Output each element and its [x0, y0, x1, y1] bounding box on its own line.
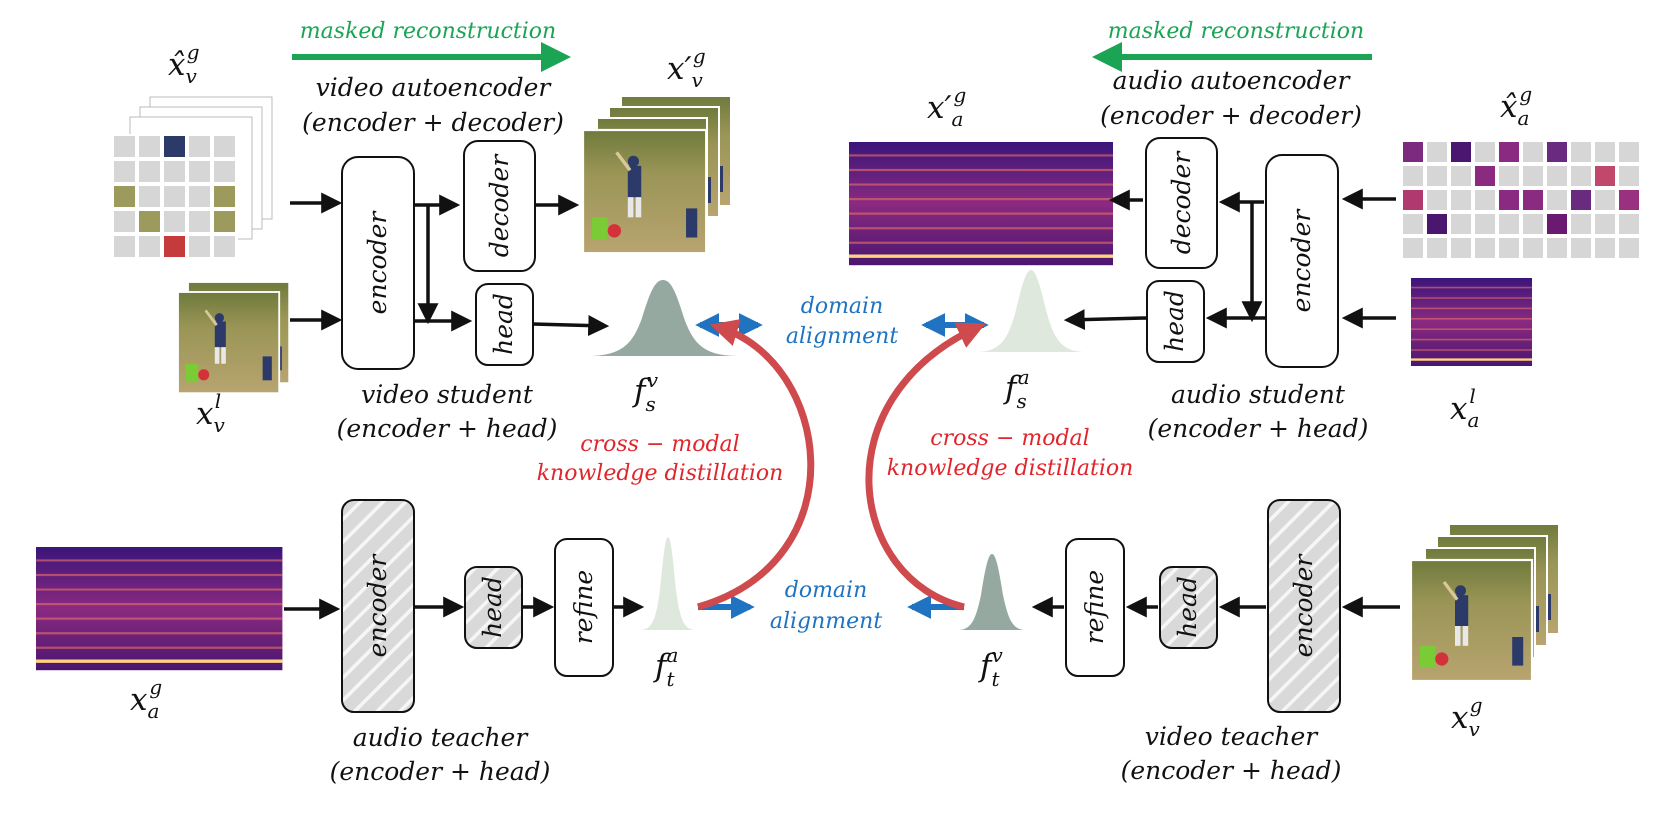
math-x-v-l: xvl — [196, 389, 225, 437]
svg-text:encoder: encoder — [1287, 208, 1316, 313]
svg-text:decoder: decoder — [485, 153, 514, 258]
distillation-arc-left — [697, 319, 815, 611]
math-f-t-v: ftv — [978, 643, 1004, 691]
video-student-sublabel: (encoder + head) — [337, 414, 558, 443]
audio-student-head: head — [1146, 280, 1205, 363]
local-spectrogram — [1409, 276, 1534, 368]
svg-text:xag: xag — [130, 675, 162, 723]
audio-teacher-refine: refine — [554, 538, 614, 677]
svg-text:refine: refine — [569, 570, 598, 644]
audio-teacher-label: audio teacher — [353, 723, 530, 752]
svg-text:head: head — [489, 293, 518, 355]
masked-video-frames — [112, 96, 273, 260]
gaussian-f-t-a — [640, 537, 696, 630]
gaussian-f-s-v — [586, 280, 740, 356]
video-teacher-encoder: encoder — [1267, 499, 1341, 713]
alignment-and-distillation: domain alignment domain alignment cross … — [537, 294, 1134, 634]
video-student-branch: masked reconstruction video autoencoder … — [112, 19, 740, 443]
global-spectrogram — [34, 545, 285, 672]
cross-modal-right-line1: cross − modal — [930, 426, 1089, 451]
audio-teacher-encoder: encoder — [341, 499, 415, 713]
svg-text:head: head — [478, 576, 507, 638]
svg-text:encoder: encoder — [363, 553, 392, 658]
math-x-hat-a-g: x̂ag — [1500, 82, 1532, 130]
audio-student-branch: masked reconstruction audio autoencoder … — [847, 19, 1639, 443]
svg-text:x̂ag: x̂ag — [1500, 82, 1532, 130]
math-x-prime-v-g: x′vg — [667, 44, 706, 92]
math-f-s-v: fsv — [632, 368, 659, 416]
math-x-a-l: xal — [1450, 384, 1479, 432]
svg-text:encoder: encoder — [363, 210, 392, 315]
gaussian-f-t-v — [958, 554, 1026, 630]
video-teacher-branch: ftv refine head encoder xvg video teache… — [958, 499, 1561, 785]
video-student-head: head — [475, 283, 534, 366]
svg-text:fsv: fsv — [632, 368, 659, 416]
reconstructed-video-frames — [581, 94, 733, 255]
svg-text:head: head — [1173, 576, 1202, 638]
cross-modal-left-line2: knowledge distillation — [537, 461, 784, 486]
math-x-v-g-bottom: xvg — [1451, 693, 1483, 741]
audio-teacher-head: head — [464, 566, 523, 649]
svg-text:refine: refine — [1080, 570, 1109, 644]
masked-spectrogram — [1403, 142, 1639, 258]
svg-text:x̂vg: x̂vg — [168, 40, 200, 88]
audio-student-encoder: encoder — [1265, 154, 1339, 368]
math-x-a-g-bottom: xag — [130, 675, 162, 723]
svg-text:ftv: ftv — [978, 643, 1004, 691]
svg-text:x′ag: x′ag — [927, 83, 966, 131]
svg-text:xvg: xvg — [1451, 693, 1483, 741]
audio-teacher-branch: xag encoder head refine fta audio teache… — [34, 499, 696, 786]
local-video-frame — [176, 280, 291, 395]
masked-reconstruction-label-video: masked reconstruction — [300, 19, 556, 44]
video-student-encoder: encoder — [341, 156, 415, 370]
cross-modal-left-line1: cross − modal — [580, 432, 739, 457]
audio-decoder: decoder — [1145, 137, 1218, 269]
audio-student-label: audio student — [1171, 380, 1346, 409]
audio-autoencoder-label: audio autoencoder — [1113, 66, 1352, 95]
video-teacher-label: video teacher — [1145, 722, 1320, 751]
reconstructed-spectrogram — [847, 140, 1115, 268]
domain-alignment-bottom-line1: domain — [785, 578, 868, 603]
video-teacher-sublabel: (encoder + head) — [1121, 756, 1342, 785]
math-x-hat-v-g: x̂vg — [168, 40, 200, 88]
svg-text:encoder: encoder — [1289, 553, 1318, 658]
distillation-arc-right — [865, 322, 986, 611]
svg-text:xal: xal — [1450, 384, 1479, 432]
video-autoencoder-label: video autoencoder — [316, 73, 553, 102]
svg-text:x′vg: x′vg — [667, 44, 706, 92]
domain-alignment-top-line2: alignment — [786, 324, 898, 349]
svg-text:head: head — [1160, 290, 1189, 352]
math-x-prime-a-g: x′ag — [927, 83, 966, 131]
video-teacher-refine: refine — [1065, 538, 1125, 677]
masked-reconstruction-label-audio: masked reconstruction — [1108, 19, 1364, 44]
domain-alignment-bottom-line2: alignment — [770, 609, 882, 634]
math-f-t-a: fta — [653, 643, 678, 691]
global-video-frames — [1409, 522, 1561, 683]
gaussian-f-s-a — [976, 270, 1086, 352]
svg-text:fta: fta — [653, 643, 678, 691]
audio-teacher-sublabel: (encoder + head) — [330, 757, 551, 786]
cross-modal-right-line2: knowledge distillation — [887, 456, 1134, 481]
video-student-label: video student — [361, 380, 534, 409]
video-teacher-head: head — [1159, 566, 1218, 649]
svg-text:xvl: xvl — [196, 389, 225, 437]
domain-alignment-top-line1: domain — [801, 294, 884, 319]
audio-student-sublabel: (encoder + head) — [1148, 414, 1369, 443]
svg-text:fsa: fsa — [1003, 365, 1030, 413]
video-decoder: decoder — [463, 140, 536, 272]
audio-autoencoder-sublabel: (encoder + decoder) — [1100, 101, 1362, 130]
video-autoencoder-sublabel: (encoder + decoder) — [302, 108, 564, 137]
svg-text:decoder: decoder — [1167, 150, 1196, 255]
math-f-s-a: fsa — [1003, 365, 1030, 413]
